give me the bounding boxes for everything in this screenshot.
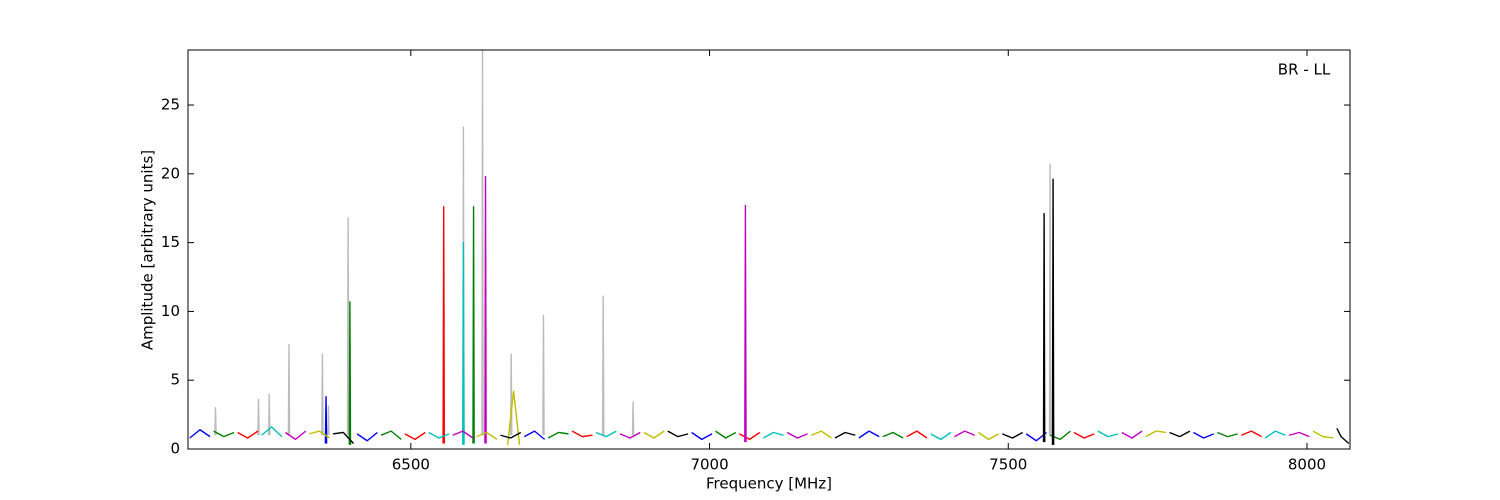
- x-tick-label: 7500: [989, 456, 1027, 474]
- y-tick-label: 25: [161, 96, 180, 114]
- y-tick-label: 20: [161, 164, 180, 182]
- y-tick-label: 0: [170, 440, 180, 458]
- series-line: [214, 50, 1052, 436]
- series-line: [309, 390, 1334, 445]
- series-line: [284, 175, 1310, 444]
- y-tick-label: 15: [161, 233, 180, 251]
- x-axis-label: Frequency [MHz]: [706, 475, 832, 493]
- series-line: [213, 206, 1238, 445]
- y-tick-label: 10: [161, 302, 180, 320]
- annotation: BR - LL: [1278, 61, 1331, 79]
- x-tick-label: 8000: [1288, 456, 1326, 474]
- series-line: [237, 206, 1262, 444]
- series-line: [189, 396, 1215, 444]
- x-tick-label: 6500: [392, 456, 430, 474]
- series-line: [333, 178, 1350, 445]
- plot-lines: [189, 50, 1350, 445]
- plot-frame: [187, 49, 1351, 450]
- x-tick-label: 7000: [690, 456, 728, 474]
- y-axis-label: Amplitude [arbitrary units]: [139, 150, 157, 350]
- series-line: [261, 241, 1286, 445]
- y-tick-label: 5: [170, 371, 180, 389]
